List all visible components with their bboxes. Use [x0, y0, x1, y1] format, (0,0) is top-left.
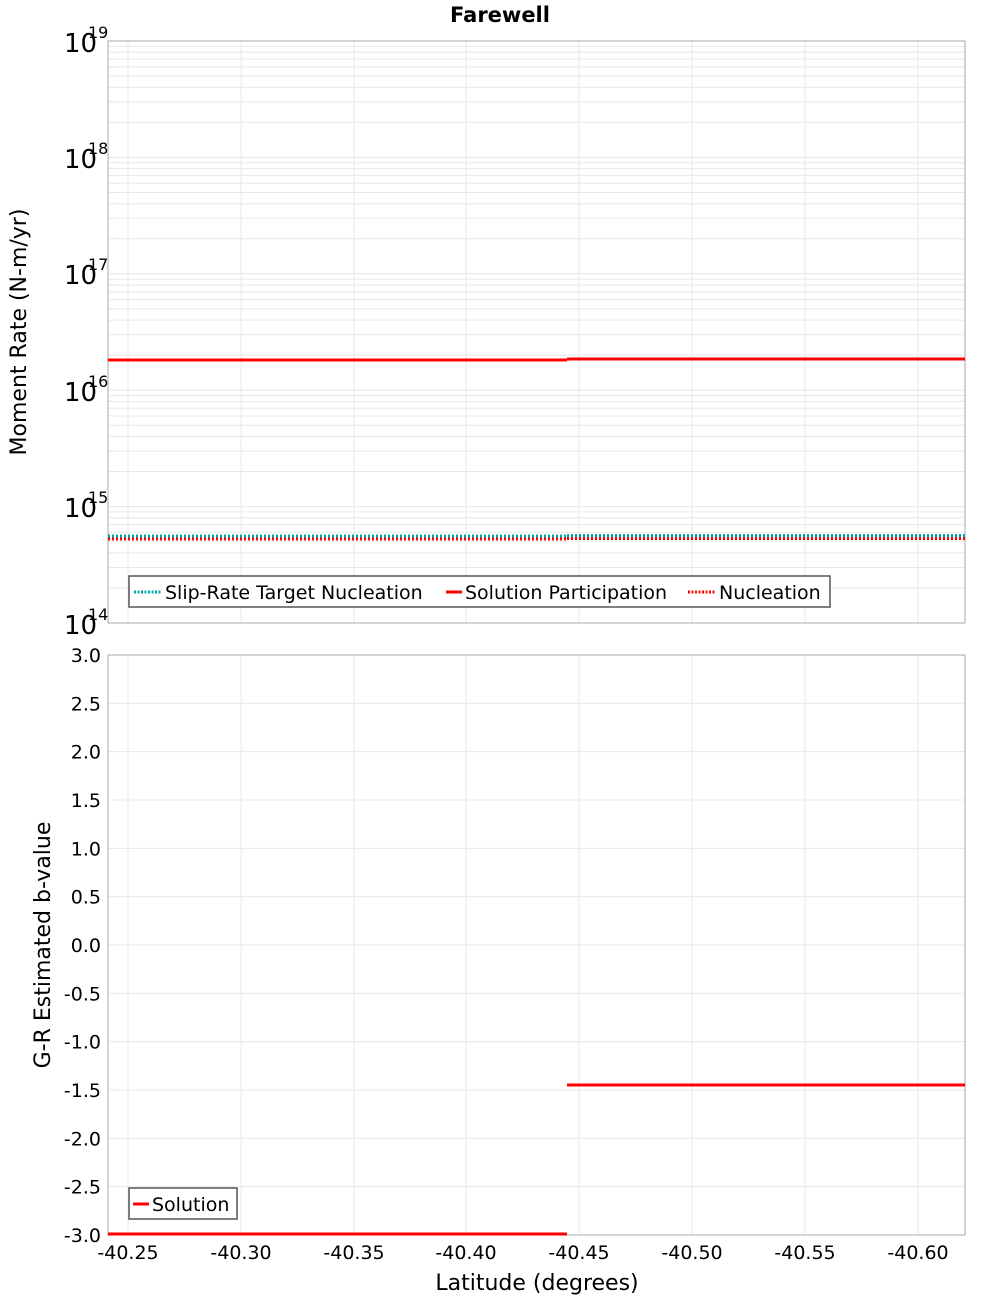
- ytick-label: 0.5: [71, 887, 101, 909]
- legend-label: Nucleation: [719, 582, 821, 604]
- ytick-label: -3.0: [64, 1225, 101, 1247]
- bottom-legend: Solution: [128, 1187, 238, 1220]
- ytick-label: -2.0: [64, 1128, 101, 1150]
- xtick-label: -40.45: [548, 1242, 609, 1264]
- xtick-label: -40.30: [210, 1242, 271, 1264]
- bottom-y-ticks: 3.0 2.5 2.0 1.5 1.0 0.5 0.0 -0.5 -1.0 -1.5 -2.0 -2.…: [64, 645, 101, 1247]
- series-slip-rate-target-nucleation: [108, 534, 965, 538]
- ytick-base: 10: [64, 378, 97, 408]
- series-solution-participation: [108, 357, 965, 362]
- ytick-base: 10: [64, 29, 97, 59]
- xtick-label: -40.35: [323, 1242, 384, 1264]
- ytick-label: 0.0: [71, 935, 101, 957]
- ytick-exp: 18: [88, 139, 108, 158]
- ytick-exp: 16: [88, 372, 108, 391]
- top-y-axis-label: Moment Rate (N-m/yr): [7, 209, 32, 456]
- xtick-label: -40.55: [774, 1242, 835, 1264]
- ytick-label: -1.0: [64, 1032, 101, 1054]
- top-y-ticks: 10 19 10 18 10 17 10 16 10 15 10 14: [64, 23, 108, 641]
- x-ticks: -40.25 -40.30 -40.35 -40.40 -40.45 -40.50 -40.…: [97, 1242, 948, 1264]
- xtick-label: -40.25: [97, 1242, 158, 1264]
- top-plot-frame: [107, 40, 966, 624]
- ytick-label: -1.5: [64, 1080, 101, 1102]
- ytick-label: 2.5: [71, 693, 101, 715]
- chart-title: Farewell: [450, 3, 550, 27]
- series-nucleation: [108, 537, 965, 541]
- legend-label: Solution: [152, 1194, 229, 1216]
- ytick-base: 10: [64, 494, 97, 524]
- legend-label: Slip-Rate Target Nucleation: [165, 582, 423, 604]
- ytick-base: 10: [64, 145, 97, 175]
- ytick-label: -2.5: [64, 1177, 101, 1199]
- ytick-base: 10: [64, 261, 97, 291]
- ytick-exp: 17: [88, 255, 108, 274]
- xtick-label: -40.60: [887, 1242, 948, 1264]
- bottom-plot: 3.0 2.5 2.0 1.5 1.0 0.5 0.0 -0.5 -1.0 -1.5 -2.0 -2.…: [31, 645, 966, 1296]
- x-axis-label: Latitude (degrees): [435, 1271, 638, 1296]
- ytick-exp: 14: [88, 605, 108, 624]
- xtick-label: -40.40: [435, 1242, 496, 1264]
- ytick-label: 1.0: [71, 838, 101, 860]
- top-grid: [108, 41, 965, 624]
- ytick-label: 3.0: [71, 645, 101, 667]
- legend-label: Solution Participation: [465, 582, 667, 604]
- ytick-label: 1.5: [71, 790, 101, 812]
- top-plot: 10 19 10 18 10 17 10 16 10 15 10 14 Mome…: [7, 23, 966, 641]
- series-solution: [108, 1083, 965, 1236]
- ytick-label: -0.5: [64, 983, 101, 1005]
- top-legend: Slip-Rate Target Nucleation Solution Par…: [128, 575, 831, 608]
- ytick-label: 2.0: [71, 742, 101, 764]
- ytick-base: 10: [64, 611, 97, 641]
- ytick-exp: 19: [88, 23, 108, 42]
- xtick-label: -40.50: [661, 1242, 722, 1264]
- ytick-exp: 15: [88, 488, 108, 507]
- bottom-y-axis-label: G-R Estimated b-value: [31, 822, 56, 1069]
